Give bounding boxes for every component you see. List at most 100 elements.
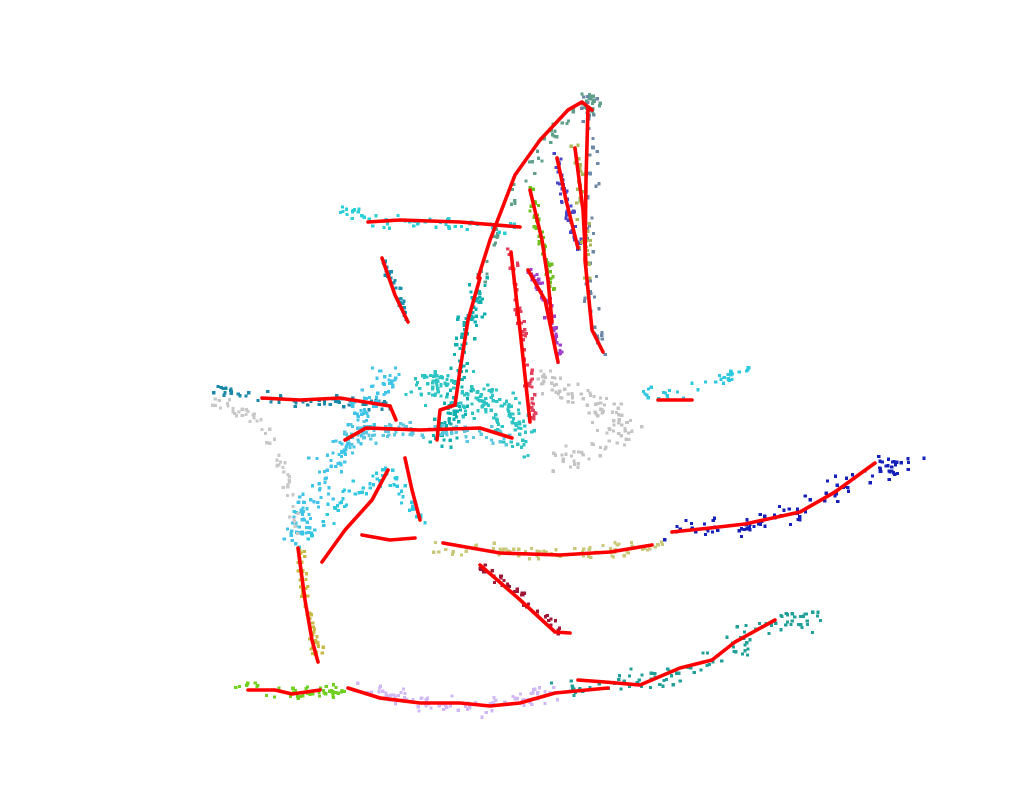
point	[383, 400, 387, 404]
point	[470, 314, 474, 318]
point	[619, 687, 623, 691]
point	[557, 626, 562, 630]
point	[533, 200, 537, 205]
point	[675, 525, 679, 529]
point	[224, 386, 228, 390]
point	[498, 397, 502, 402]
point	[485, 260, 489, 264]
skeleton-seat-bottom-line	[360, 533, 417, 542]
point	[420, 696, 424, 700]
point	[640, 425, 644, 429]
point	[353, 492, 357, 496]
point	[880, 460, 884, 464]
point	[617, 542, 621, 546]
point	[352, 445, 356, 449]
point	[411, 507, 415, 511]
point	[566, 400, 570, 404]
point	[600, 333, 604, 337]
point	[460, 391, 464, 395]
point	[289, 534, 293, 538]
point	[530, 702, 534, 706]
point	[519, 309, 523, 314]
point	[362, 411, 366, 415]
point	[460, 335, 464, 339]
point	[325, 512, 329, 516]
point	[472, 436, 476, 440]
point	[517, 426, 521, 430]
point	[484, 410, 488, 414]
point	[782, 508, 786, 512]
point	[555, 135, 559, 139]
point	[441, 423, 445, 428]
skeleton-seat-front-line	[343, 426, 514, 442]
point	[319, 495, 323, 499]
point	[264, 693, 268, 697]
point	[394, 286, 398, 290]
point	[311, 651, 315, 655]
point	[592, 395, 596, 399]
point	[554, 326, 558, 330]
point	[554, 382, 559, 386]
point	[286, 527, 290, 531]
point	[580, 240, 584, 245]
point	[557, 392, 561, 396]
point	[305, 572, 309, 576]
point	[780, 615, 784, 619]
point	[570, 454, 574, 458]
point	[588, 172, 592, 176]
point	[431, 379, 435, 383]
point	[436, 390, 440, 394]
point	[598, 101, 602, 105]
point	[464, 317, 468, 321]
point	[329, 464, 333, 468]
point	[598, 104, 602, 108]
point	[571, 400, 575, 405]
point	[569, 679, 573, 683]
point	[649, 386, 653, 390]
point	[551, 326, 555, 330]
point	[426, 382, 430, 386]
point	[729, 371, 733, 375]
point	[573, 224, 578, 228]
point	[379, 369, 383, 373]
point	[745, 518, 749, 522]
point	[424, 698, 428, 702]
skeleton-left-arm-top-line	[366, 218, 522, 229]
point	[573, 462, 577, 466]
point	[313, 627, 317, 631]
point	[484, 402, 488, 406]
point	[310, 533, 314, 537]
point	[372, 433, 376, 437]
point	[595, 97, 599, 101]
point	[317, 694, 322, 698]
point	[341, 497, 345, 501]
point	[329, 458, 333, 462]
point	[595, 149, 599, 153]
point	[803, 510, 807, 514]
point	[576, 187, 580, 191]
point	[475, 396, 479, 400]
point	[470, 402, 474, 406]
point	[492, 580, 497, 584]
point	[291, 686, 295, 690]
point	[526, 602, 531, 606]
point	[412, 224, 416, 228]
point	[877, 454, 881, 458]
point	[393, 702, 398, 706]
point	[618, 674, 622, 678]
point	[629, 667, 633, 671]
point	[532, 274, 536, 278]
point	[255, 419, 259, 423]
point	[558, 389, 562, 393]
point	[489, 396, 493, 400]
point	[561, 460, 565, 464]
point	[591, 100, 595, 104]
point	[321, 519, 325, 523]
point	[741, 652, 745, 656]
point	[399, 297, 403, 301]
point	[507, 252, 511, 257]
point	[366, 414, 370, 419]
point	[290, 529, 294, 533]
point	[361, 402, 365, 406]
point	[549, 623, 553, 627]
